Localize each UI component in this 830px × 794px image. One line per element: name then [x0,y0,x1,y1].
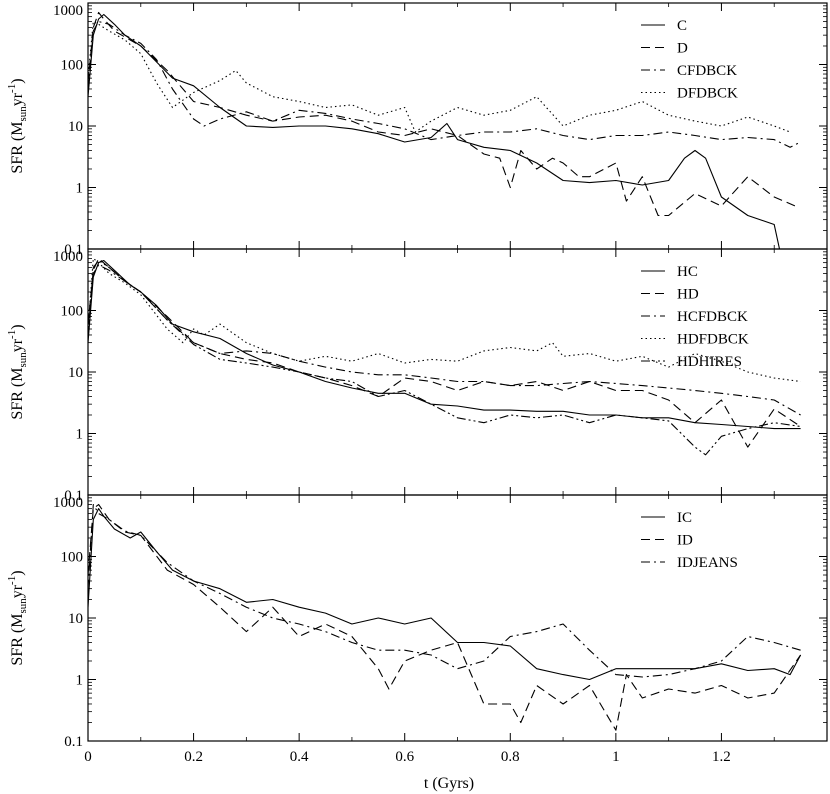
y-tick-label: 10 [68,119,83,135]
y-tick-label: 1 [76,181,84,197]
legend-label-hd: HD [677,287,699,303]
y-tick-label: 1000 [53,3,83,19]
panel-top: 0.1 1 10 100 1000 SFR (Msunyr-1) CD CFDBCK DFDBC… [6,2,828,258]
y-axis-label-main: SFR (M [9,368,26,420]
y-tick-label: 100 [61,304,84,320]
y-axis-label-sub: sun [17,598,29,614]
series-line-ic [88,508,802,681]
series-line-c [88,13,781,249]
y-tick-label: 1000 [53,495,83,511]
y-axis-label: SFR (Msunyr-1) [6,570,29,665]
series-line-hcfdbck [88,264,801,416]
plot-frame [87,2,828,250]
series-line-d [88,11,796,217]
x-axis-title: t (Gyrs) [424,775,474,792]
x-tick-label: 1.2 [712,749,731,765]
y-tick-label: 1000 [53,249,83,265]
plot-frame [87,494,828,742]
x-axis-label: t (Gyrs) [424,775,474,792]
y-tick-label: 100 [61,58,84,74]
legend: CD CFDBCK DFDBCK [641,18,738,102]
y-axis-label: SFR (Msunyr-1) [6,78,29,173]
series-line-cfdbck [88,20,801,148]
y-axis-label-main: SFR (M [9,614,26,666]
y-tick-label: 0.1 [64,242,83,258]
y-tick-label: 0.1 [64,734,83,750]
y-axis-label-sup: -1 [6,84,18,93]
y-axis-label-close: ) [9,570,26,575]
y-axis-label-close: ) [9,324,26,329]
y-axis-label-sup: -1 [6,576,18,585]
panel-middle: 0.1 1 10 100 1000 SFR (Msunyr-1) HC HD HCFDBCK HD… [6,248,828,504]
legend-label-hdhires: HDHIRES [677,354,742,370]
y-axis-label-sup: -1 [6,330,18,339]
legend-label-d: D [677,41,688,57]
legend-label-dfdbck: DFDBCK [677,86,738,102]
y-axis-label-close: ) [9,78,26,83]
legend-label-hcfdbck: HCFDBCK [677,309,748,325]
x-tick-label: 0.6 [395,749,414,765]
x-tick-label: 0.2 [184,749,203,765]
y-axis-label: SFR (Msunyr-1) [6,324,29,419]
x-tick-label: 0.8 [501,749,520,765]
series-group [88,11,801,249]
legend-label-ic: IC [677,510,692,526]
y-axis-label-unit: yr [9,338,26,352]
series-line-hdhires [88,259,801,456]
y-axis-label-sub: sun [17,106,29,122]
legend: IC ID IDJEANS [641,510,738,571]
legend: HC HD HCFDBCK HDFDBCK HDHIRES [641,264,749,370]
x-tick-label: 1 [612,749,620,765]
series-group [88,257,801,456]
series-line-idjeans [88,503,801,678]
legend-label-hc: HC [677,264,698,280]
y-axis-label-main: SFR (M [9,122,26,174]
y-axis-label-sub: sun [17,352,29,368]
legend-label-c: C [677,18,687,34]
y-axis-label-unit: yr [9,584,26,598]
x-tick-label: 0.4 [290,749,309,765]
series-group [88,503,802,731]
y-tick-label: 10 [68,611,83,627]
series-line-id [88,503,802,731]
y-tick-label: 1 [76,673,84,689]
legend-label-id: ID [677,533,693,549]
panel-bottom: 0.1 1 10 100 1000 0 0.2 0.4 0.6 0.8 1 1.2 SFR (Msuny… [6,494,828,765]
plot-frame [87,248,828,496]
y-tick-label: 1 [76,427,84,443]
y-tick-label: 10 [68,365,83,381]
y-tick-label: 0.1 [64,488,83,504]
series-line-dfdbck [88,20,791,133]
x-tick-label: 0 [84,749,92,765]
y-axis-label-unit: yr [9,92,26,106]
y-tick-label: 100 [61,550,84,566]
legend-label-idjeans: IDJEANS [677,555,738,571]
legend-label-hdfdbck: HDFDBCK [677,332,749,348]
legend-label-cfdbck: CFDBCK [677,63,737,79]
